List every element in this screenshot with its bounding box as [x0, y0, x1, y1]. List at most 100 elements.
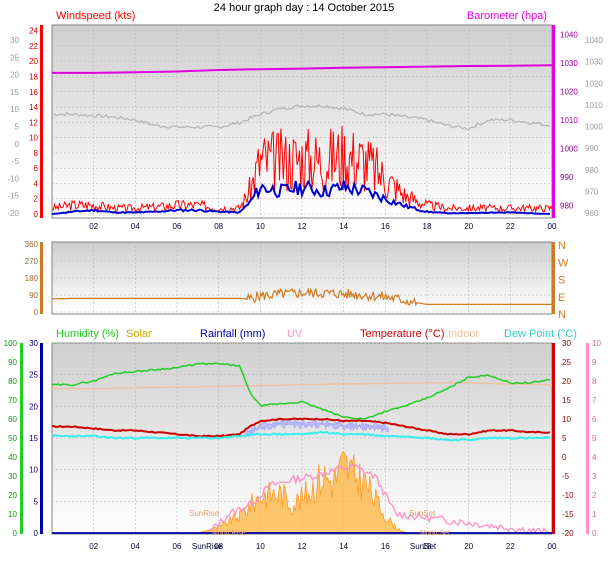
y-rain-tick: 20 [29, 402, 38, 411]
axis-bar [552, 242, 555, 314]
series-wind-average [51, 179, 550, 215]
x-tick-panel1: 00 [548, 222, 557, 231]
y-uv-tick: 8 [592, 377, 597, 386]
x-tick-panel3: 20 [464, 542, 473, 551]
y-uv-tick: 2 [592, 491, 597, 500]
y-humidity-tick: 30 [8, 472, 17, 481]
y-right-tick: 990 [560, 173, 574, 182]
y-direction-compass: S [558, 275, 565, 287]
y-direction-tick: 270 [25, 257, 39, 266]
x-tick-panel3: 18 [423, 542, 432, 551]
x-tick-panel3: 14 [339, 542, 348, 551]
series-barometer-reference [51, 103, 551, 131]
x-tick-panel1: 22 [506, 222, 515, 231]
y-temp-tick: 20 [562, 377, 571, 386]
x-tick-panel3: 16 [381, 542, 390, 551]
y-left-outer-tick: 25 [10, 53, 19, 62]
y-direction-tick: 180 [25, 274, 39, 283]
y-left-outer-tick: 10 [10, 105, 19, 114]
x-tick-panel3: 22 [506, 542, 515, 551]
y-temp-tick: 25 [562, 358, 571, 367]
x-tick-panel3: 02 [89, 542, 98, 551]
series-indoor [52, 382, 553, 390]
y-left-tick: 12 [29, 118, 38, 127]
x-tick-panel1: 02 [89, 222, 98, 231]
y-left-tick: 4 [34, 179, 39, 188]
y-uv-tick: 9 [592, 358, 597, 367]
y-humidity-tick: 80 [8, 377, 17, 386]
y-humidity-tick: 10 [8, 510, 17, 519]
y-left-outer-tick: -10 [7, 174, 19, 183]
y-right-outer-tick: 1010 [585, 101, 603, 110]
y-right-tick: 1010 [560, 116, 578, 125]
axis-label-windspeed: Windspeed (kts) [56, 10, 135, 22]
y-rain-tick: 25 [29, 371, 38, 380]
page-title: 24 hour graph day : 14 October 2015 [214, 2, 394, 14]
legend-dewpoint: Dew Point (°C) [504, 328, 577, 340]
axis-bar [40, 25, 43, 218]
x-tick-panel1: 12 [298, 222, 307, 231]
x-tick-panel1: 20 [464, 222, 473, 231]
y-rain-tick: 0 [34, 529, 39, 538]
x-tick-panel3: 12 [298, 542, 307, 551]
y-uv-tick: 1 [592, 510, 597, 519]
annotation-sunrise: SunRise [189, 509, 220, 518]
y-uv-tick: 5 [592, 434, 597, 443]
y-temp-tick: 10 [562, 415, 571, 424]
x-tick-panel1: 06 [173, 222, 182, 231]
y-left-tick: 22 [29, 42, 38, 51]
y-humidity-tick: 100 [4, 339, 18, 348]
y-right-tick: 1030 [560, 59, 578, 68]
axis-bar [40, 242, 43, 314]
y-temp-tick: 0 [562, 453, 567, 462]
y-rain-tick: 15 [29, 434, 38, 443]
y-direction-tick: 90 [29, 291, 38, 300]
y-right-outer-tick: 1020 [585, 79, 603, 88]
y-left-tick: 24 [29, 27, 38, 36]
y-uv-tick: 3 [592, 472, 597, 481]
y-temp-tick: 15 [562, 396, 571, 405]
y-temp-tick: -5 [562, 472, 570, 481]
y-uv-tick: 10 [592, 339, 601, 348]
legend-solar: Solar [126, 328, 152, 340]
x-tick-panel3: 04 [131, 542, 140, 551]
y-rain-tick: 30 [29, 339, 38, 348]
annotation-sunset: SunSet [409, 509, 436, 518]
y-humidity-tick: 60 [8, 415, 17, 424]
annotation-moonrise: Moon Rise [212, 530, 246, 537]
x-tick-panel3: 08 [214, 542, 223, 551]
y-left-tick: 10 [29, 134, 38, 143]
y-left-tick: 14 [29, 103, 38, 112]
y-direction-compass: W [558, 257, 569, 269]
y-left-tick: 16 [29, 88, 38, 97]
axis-bar [552, 343, 555, 534]
y-right-tick: 1000 [560, 144, 578, 153]
legend-uv: UV [287, 328, 303, 340]
x-event-sunrise: SunRise [192, 542, 223, 551]
y-left-tick: 6 [34, 164, 39, 173]
y-left-outer-tick: 15 [10, 88, 19, 97]
axis-label-barometer: Barometer (hpa) [467, 10, 547, 22]
y-right-tick: 980 [560, 201, 574, 210]
y-humidity-tick: 0 [13, 529, 18, 538]
legend-humidity: Humidity (%) [56, 328, 119, 340]
y-right-outer-tick: 960 [585, 209, 599, 218]
x-tick-panel1: 04 [131, 222, 140, 231]
axis-bar [20, 343, 23, 534]
x-tick-panel1: 16 [381, 222, 390, 231]
legend-temperature: Temperature (°C) [360, 328, 444, 340]
y-temp-tick: -10 [562, 491, 574, 500]
y-left-tick: 2 [34, 195, 39, 204]
y-direction-compass: E [558, 292, 565, 304]
y-uv-tick: 7 [592, 396, 597, 405]
y-left-outer-tick: 20 [10, 71, 19, 80]
y-right-outer-tick: 1040 [585, 36, 603, 45]
series-dewpoint [51, 430, 550, 442]
y-left-tick: 8 [34, 149, 39, 158]
series-humidity [51, 362, 551, 420]
x-event-sunset: SunSet [410, 542, 437, 551]
y-left-tick: 20 [29, 57, 38, 66]
y-left-outer-tick: 0 [15, 140, 20, 149]
